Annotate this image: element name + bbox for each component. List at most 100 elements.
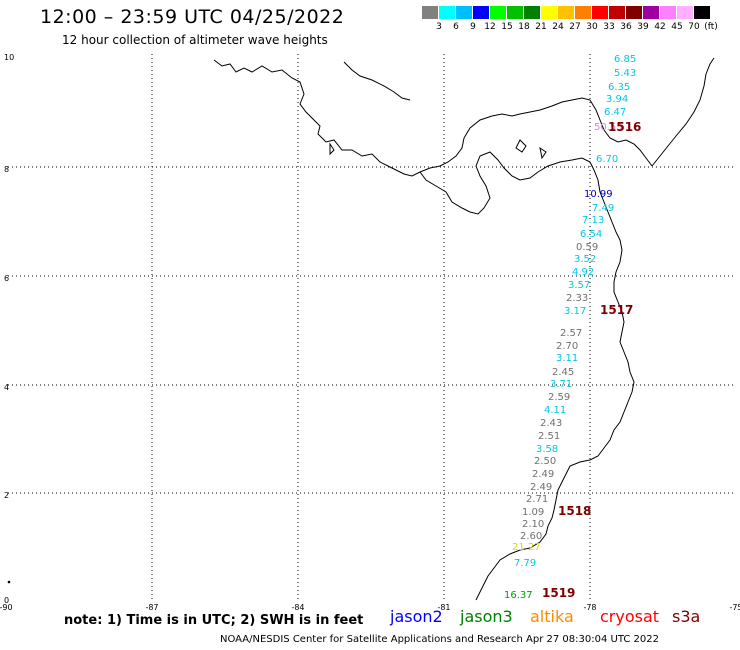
lon-tick-label: -81	[437, 603, 450, 612]
wave-height-label: 50.55	[594, 122, 623, 133]
color-scale-swatch	[473, 6, 489, 19]
coastline-colombia-north	[651, 57, 715, 167]
satellite-name-jason2: jason2	[390, 607, 443, 626]
pass-time-label: 1517	[600, 303, 633, 317]
wave-height-label: 6.85	[614, 54, 636, 65]
wave-height-label: 16.37	[504, 590, 533, 601]
wave-height-label: 2.45	[552, 367, 574, 378]
wave-height-label: 7.13	[582, 215, 604, 226]
color-scale-swatch	[677, 6, 693, 19]
color-scale-swatch	[643, 6, 659, 19]
color-scale-swatch	[609, 6, 625, 19]
color-scale-swatch	[592, 6, 608, 19]
lon-tick-label: -90	[0, 603, 13, 612]
wave-height-label: 2.10	[522, 519, 544, 530]
wave-height-label: 2.43	[540, 418, 562, 429]
lon-tick-label: -84	[291, 603, 304, 612]
origin-marker	[7, 580, 11, 584]
coastline-islands	[329, 139, 547, 160]
footer-note: note: 1) Time is in UTC; 2) SWH is in fe…	[64, 613, 364, 628]
lon-tick-label: -75	[729, 603, 740, 612]
color-scale-swatch	[626, 6, 642, 19]
satellite-name-altika: altika	[530, 607, 574, 626]
color-scale-label: 45	[671, 22, 683, 32]
page-title: 12:00 – 23:59 UTC 04/25/2022	[40, 6, 345, 28]
satellite-name-cryosat: cryosat	[600, 607, 660, 626]
color-scale-label: 21	[535, 22, 547, 32]
wave-height-label: 3.94	[606, 94, 628, 105]
pass-time-label: 1518	[558, 504, 591, 518]
wave-height-label: 6.70	[596, 154, 618, 165]
lat-tick-label: 6	[4, 274, 9, 283]
wave-height-label: 3.71	[550, 379, 572, 390]
wave-height-label: 6.54	[580, 229, 602, 240]
coastline-central-america	[213, 59, 653, 177]
wave-height-label: 2.51	[538, 431, 560, 442]
lat-tick-label: 10	[4, 53, 14, 62]
lat-tick-label: 8	[4, 165, 9, 174]
lon-tick-label: -87	[145, 603, 158, 612]
color-scale-swatch	[524, 6, 540, 19]
wave-height-label: 2.50	[534, 456, 556, 467]
coastline-south-america	[475, 161, 635, 601]
wave-height-label: 4.92	[572, 267, 594, 278]
wave-height-label: 2.59	[548, 392, 570, 403]
color-scale-label: 30	[586, 22, 598, 32]
wave-height-label: 4.11	[544, 405, 566, 416]
color-scale-swatch	[422, 6, 438, 19]
color-scale-swatch	[694, 6, 710, 19]
wave-height-label: 5.43	[614, 68, 636, 79]
pass-time-label: 1516	[608, 120, 641, 134]
color-scale-label: 6	[453, 22, 459, 32]
graticule	[8, 54, 736, 600]
satellite-name-s3a: s3a	[672, 607, 701, 626]
wave-height-label: 10.99	[584, 189, 613, 200]
wave-height-label: 1.09	[522, 507, 544, 518]
wave-height-label: 2.60	[520, 531, 542, 542]
wave-height-label: 6.35	[608, 82, 630, 93]
wave-height-label: 2.71	[526, 494, 548, 505]
color-scale-label: 27	[569, 22, 581, 32]
coastline-inland-fragment	[343, 61, 411, 101]
color-scale-label: 70	[688, 22, 700, 32]
page-subtitle: 12 hour collection of altimeter wave hei…	[62, 33, 328, 47]
color-scale-swatch	[660, 6, 676, 19]
wave-height-label: 2.70	[556, 341, 578, 352]
wave-height-label: 2.49	[532, 469, 554, 480]
color-scale-swatch	[439, 6, 455, 19]
lat-tick-label: 0	[4, 596, 9, 605]
wave-height-label: 3.11	[556, 353, 578, 364]
color-scale-swatch	[558, 6, 574, 19]
wave-height-label: 2.49	[530, 482, 552, 493]
color-scale-swatch	[575, 6, 591, 19]
coastline-panama-pacific	[419, 151, 591, 215]
wave-height-label: 6.47	[604, 107, 626, 118]
color-scale-swatch	[541, 6, 557, 19]
lat-tick-label: 4	[4, 383, 9, 392]
satellite-name-jason3: jason3	[460, 607, 513, 626]
color-scale-label: 9	[470, 22, 476, 32]
color-scale-label: 12	[484, 22, 496, 32]
color-scale-swatch	[456, 6, 472, 19]
wave-height-label: 7.49	[592, 203, 614, 214]
wave-height-label: 7.79	[514, 558, 536, 569]
color-scale-label: 39	[637, 22, 649, 32]
wave-height-label: 3.58	[536, 444, 558, 455]
wave-height-label: 0.59	[576, 242, 598, 253]
lon-tick-label: -78	[583, 603, 596, 612]
color-scale-swatch	[490, 6, 506, 19]
color-scale-label: 15	[501, 22, 513, 32]
color-scale-label: 42	[654, 22, 666, 32]
wave-height-label: 21.27	[512, 542, 541, 553]
color-scale-label: 18	[518, 22, 530, 32]
wave-height-label: 3.52	[574, 254, 596, 265]
wave-height-label: 2.33	[566, 293, 588, 304]
footer-credit: NOAA/NESDIS Center for Satellite Applica…	[220, 634, 659, 645]
color-scale-label: 33	[603, 22, 615, 32]
wave-height-label: 3.17	[564, 306, 586, 317]
color-scale-label: 36	[620, 22, 632, 32]
color-scale-swatch	[507, 6, 523, 19]
pass-time-label: 1519	[542, 586, 575, 600]
lat-tick-label: 2	[4, 491, 9, 500]
